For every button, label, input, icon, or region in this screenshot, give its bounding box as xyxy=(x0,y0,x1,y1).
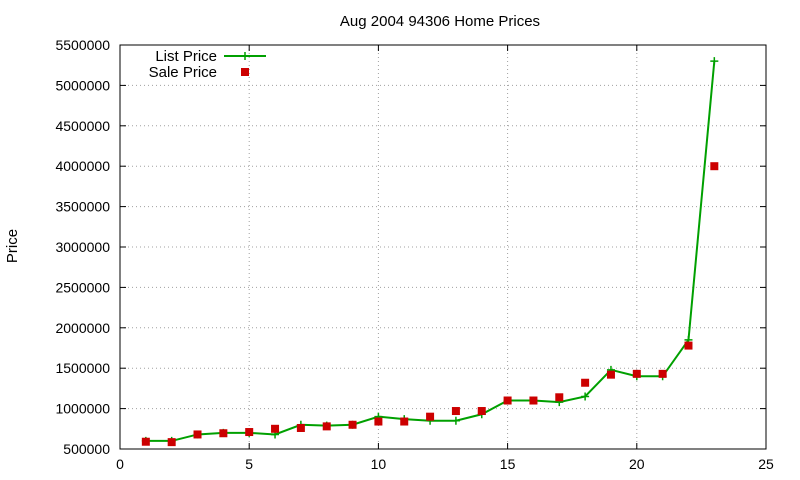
sale-price-point xyxy=(555,393,564,402)
y-tick-label: 2500000 xyxy=(55,279,110,295)
sale-price-point xyxy=(684,341,693,350)
y-tick-label: 5500000 xyxy=(55,37,110,53)
x-tick-label: 0 xyxy=(116,456,124,472)
list-price-point xyxy=(710,57,719,66)
grid xyxy=(120,45,766,449)
sale-price-point xyxy=(167,438,176,447)
series-sale-price xyxy=(141,162,719,447)
x-tick-label: 20 xyxy=(629,456,645,472)
y-tick-label: 500000 xyxy=(63,441,110,457)
list-price-point xyxy=(451,416,460,425)
sale-price-point xyxy=(219,429,228,438)
series xyxy=(141,57,719,447)
sale-price-point xyxy=(141,437,150,446)
y-tick-label: 1500000 xyxy=(55,360,110,376)
sale-price-point xyxy=(426,412,435,421)
x-tick-label: 25 xyxy=(758,456,774,472)
sale-price-point xyxy=(581,378,590,387)
list-price-point xyxy=(581,392,590,401)
sale-price-point xyxy=(245,428,254,437)
sale-price-point xyxy=(400,417,409,426)
sale-price-point xyxy=(606,370,615,379)
y-tick-label: 5000000 xyxy=(55,77,110,93)
y-tick-label: 4500000 xyxy=(55,118,110,134)
series-list-price xyxy=(141,57,719,445)
series-line xyxy=(145,61,716,442)
sale-price-point xyxy=(632,369,641,378)
y-axis-label: Price xyxy=(4,229,21,263)
sale-price-point xyxy=(477,407,486,416)
legend-plus-swatch xyxy=(241,52,249,60)
sale-price-point xyxy=(529,396,538,405)
axis-ticks: 0 5 10 15 20 25 500000 1000000 1500000 2000000 250… xyxy=(55,37,774,472)
sale-price-point xyxy=(503,396,512,405)
sale-price-point xyxy=(348,420,357,429)
y-tick-label: 3500000 xyxy=(55,199,110,215)
sale-price-point xyxy=(322,422,331,431)
sale-price-point xyxy=(374,417,383,426)
y-tick-label: 4000000 xyxy=(55,158,110,174)
x-tick-label: 15 xyxy=(500,456,516,472)
y-tick-label: 1000000 xyxy=(55,401,110,417)
sale-price-point xyxy=(710,162,719,171)
legend-square-swatch xyxy=(241,68,249,76)
sale-price-point xyxy=(451,407,460,416)
sale-price-point xyxy=(296,423,305,432)
plot-frame xyxy=(119,44,767,450)
y-tick-label: 2000000 xyxy=(55,320,110,336)
x-tick-label: 5 xyxy=(245,456,253,472)
chart-title: Aug 2004 94306 Home Prices xyxy=(340,13,540,30)
legend-label: Sale Price xyxy=(149,64,217,81)
sale-price-point xyxy=(271,424,280,433)
sale-price-point xyxy=(193,430,202,439)
sale-price-point xyxy=(658,369,667,378)
legend-label: List Price xyxy=(155,48,217,65)
y-tick-label: 3000000 xyxy=(55,239,110,255)
x-tick-label: 10 xyxy=(371,456,387,472)
